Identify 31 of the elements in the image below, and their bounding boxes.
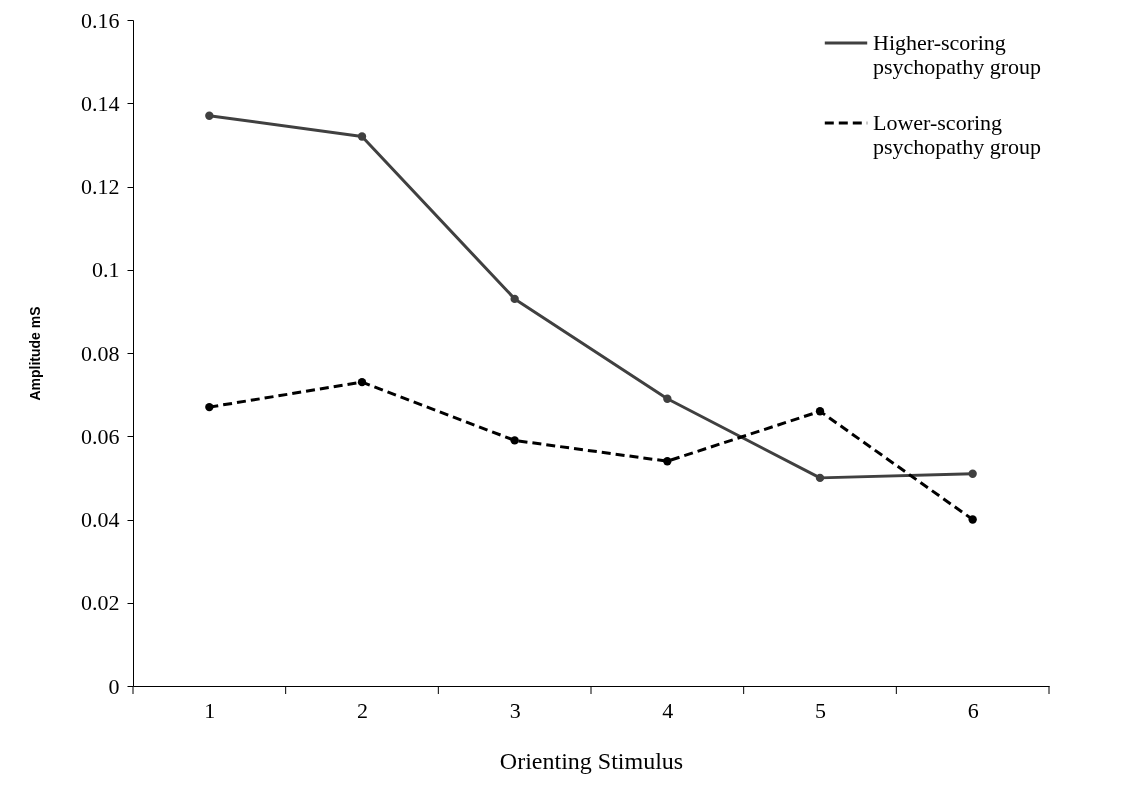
point [815,407,825,416]
y-tick-label: 0.06 [81,423,120,449]
y-tick-label: 0.04 [81,507,120,532]
y-tick-label: 0.14 [81,90,120,116]
legend-label: Higher-scoring psychopathy group [873,30,1042,79]
point [357,377,367,387]
legend-label: Lower-scoring psychopathy group [873,110,1042,159]
x-tick-label: 6 [967,697,979,723]
x-tick-label: 3 [509,697,521,723]
y-tick-label: 0.02 [81,590,120,616]
point [663,457,672,466]
point [663,394,672,403]
point [968,469,977,478]
y-axis-title: Amplitude mS [27,306,43,401]
y-tick-label: 0.1 [92,257,120,283]
x-tick-label: 2 [357,697,368,723]
point [205,402,214,412]
point [357,132,367,141]
point [205,111,214,120]
point [510,294,519,304]
y-tick-label: 0.12 [81,174,120,199]
x-axis-title: Orienting Stimulus [499,747,684,774]
x-tick-label: 1 [204,697,216,723]
y-tick-label: 0.08 [81,340,120,366]
point [815,473,825,483]
point [510,436,519,445]
y-tick-label: 0.16 [81,7,120,33]
x-tick-label: 5 [815,697,826,723]
x-tick-label: 4 [662,697,674,723]
point [968,515,977,524]
y-tick-label: 0 [108,673,120,699]
